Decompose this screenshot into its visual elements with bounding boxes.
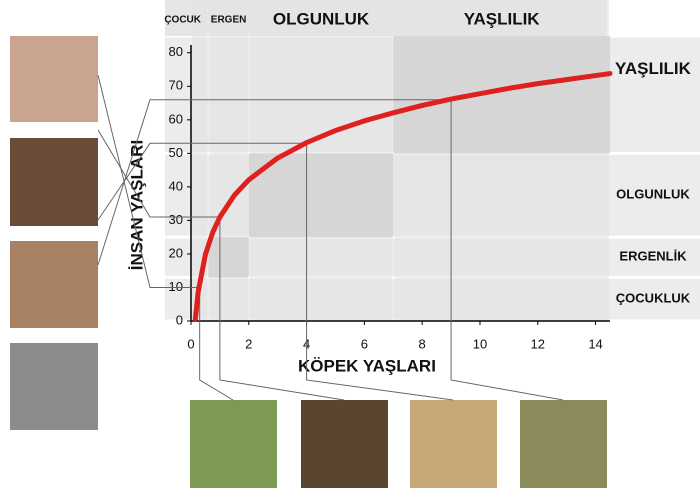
dog-photo [190, 400, 277, 488]
y-tick-label: 30 [169, 212, 183, 227]
x-stage-label: ERGEN [211, 15, 247, 26]
x-stage-label: OLGUNLUK [273, 9, 370, 28]
dog-photo [410, 400, 497, 488]
x-stage-label: ÇOCUK [164, 15, 201, 26]
human-photo [10, 138, 98, 226]
x-tick-label: 14 [588, 336, 602, 351]
line [192, 71, 613, 322]
human-photo [10, 241, 98, 328]
stage-box [208, 237, 249, 278]
x-stage-label: YAŞLILIK [464, 9, 541, 28]
y-tick-label: 60 [169, 111, 183, 126]
human-photo [10, 343, 98, 430]
x-tick-label: 2 [245, 336, 252, 351]
y-tick-label: 80 [169, 44, 183, 59]
y-tick-label: 20 [169, 245, 183, 260]
stage-box [393, 36, 610, 154]
x-tick-label: 12 [531, 336, 545, 351]
x-axis-title: KÖPEK YAŞLARI [298, 356, 436, 375]
y-tick-label: 40 [169, 178, 183, 193]
dog-photo [520, 400, 607, 488]
y-axis-title: İNSAN YAŞLARI [127, 140, 146, 270]
x-tick-label: 8 [419, 336, 426, 351]
stage-box [248, 153, 394, 238]
x-tick-label: 10 [473, 336, 487, 351]
x-tick-label: 0 [187, 336, 194, 351]
x-stage-band [192, 0, 208, 321]
y-stage-label: OLGUNLUK [616, 187, 690, 202]
human-photo [10, 36, 98, 122]
x-tick-label: 6 [361, 336, 368, 351]
y-tick-label: 0 [176, 312, 183, 327]
y-tick-label: 50 [169, 145, 183, 160]
y-stage-label: ERGENLİK [619, 249, 687, 264]
y-stage-label: YAŞLILIK [615, 59, 692, 78]
y-tick-label: 70 [169, 78, 183, 93]
dog-photo [301, 400, 388, 488]
y-tick-label: 10 [169, 279, 183, 294]
y-stage-label: ÇOCUKLUK [616, 291, 691, 306]
